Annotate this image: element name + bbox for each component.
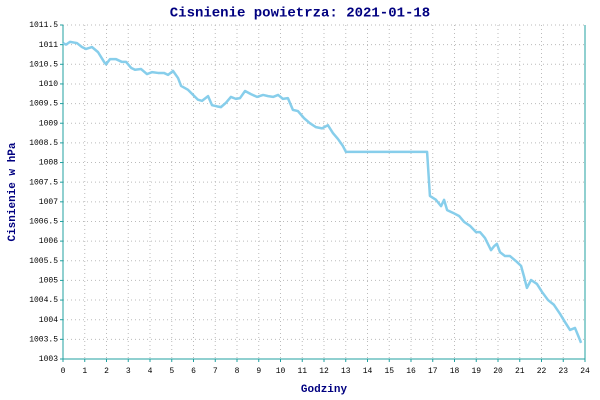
x-tick-label: 7 — [213, 367, 218, 376]
x-tick-label: 24 — [580, 367, 590, 376]
x-tick-label: 20 — [493, 367, 503, 376]
x-tick-label: 13 — [341, 367, 351, 376]
x-tick-label: 19 — [471, 367, 481, 376]
y-tick-label: 1008 — [39, 159, 58, 168]
y-tick-label: 1007 — [39, 198, 58, 207]
x-tick-label: 6 — [191, 367, 196, 376]
x-tick-label: 15 — [384, 367, 394, 376]
x-tick-label: 21 — [515, 367, 525, 376]
y-tick-label: 1011.5 — [29, 21, 58, 30]
x-axis-label: Godziny — [301, 384, 348, 396]
x-tick-label: 9 — [256, 367, 261, 376]
y-tick-label: 1005 — [39, 277, 58, 286]
x-tick-label: 10 — [276, 367, 286, 376]
x-tick-label: 2 — [104, 367, 109, 376]
y-tick-label: 1010 — [39, 80, 58, 89]
y-tick-label: 1004 — [39, 316, 58, 325]
x-tick-label: 17 — [428, 367, 438, 376]
chart-title: Cisnienie powietrza: 2021-01-18 — [170, 6, 430, 22]
x-tick-label: 23 — [558, 367, 568, 376]
y-tick-label: 1009 — [39, 119, 58, 128]
x-tick-label: 8 — [235, 367, 240, 376]
x-tick-label: 11 — [297, 367, 307, 376]
y-tick-label: 1004.5 — [29, 296, 58, 305]
x-tick-label: 4 — [148, 367, 153, 376]
x-tick-label: 18 — [450, 367, 460, 376]
x-tick-label: 16 — [406, 367, 416, 376]
x-tick-label: 3 — [126, 367, 131, 376]
x-tick-label: 0 — [61, 367, 66, 376]
x-tick-label: 14 — [363, 367, 373, 376]
x-tick-label: 5 — [169, 367, 174, 376]
x-tick-label: 1 — [82, 367, 87, 376]
y-tick-label: 1003.5 — [29, 335, 58, 344]
y-tick-label: 1010.5 — [29, 60, 58, 69]
x-tick-label: 22 — [537, 367, 547, 376]
y-tick-label: 1011 — [39, 41, 58, 50]
y-tick-label: 1008.5 — [29, 139, 58, 148]
y-tick-label: 1006 — [39, 237, 58, 246]
y-tick-label: 1007.5 — [29, 178, 58, 187]
y-axis-label: Cisnienie w hPa — [7, 142, 19, 241]
y-tick-label: 1005.5 — [29, 257, 58, 266]
y-tick-label: 1006.5 — [29, 218, 58, 227]
x-tick-label: 12 — [319, 367, 329, 376]
y-tick-label: 1009.5 — [29, 100, 58, 109]
y-tick-label: 1003 — [39, 355, 58, 364]
line — [62, 40, 583, 344]
